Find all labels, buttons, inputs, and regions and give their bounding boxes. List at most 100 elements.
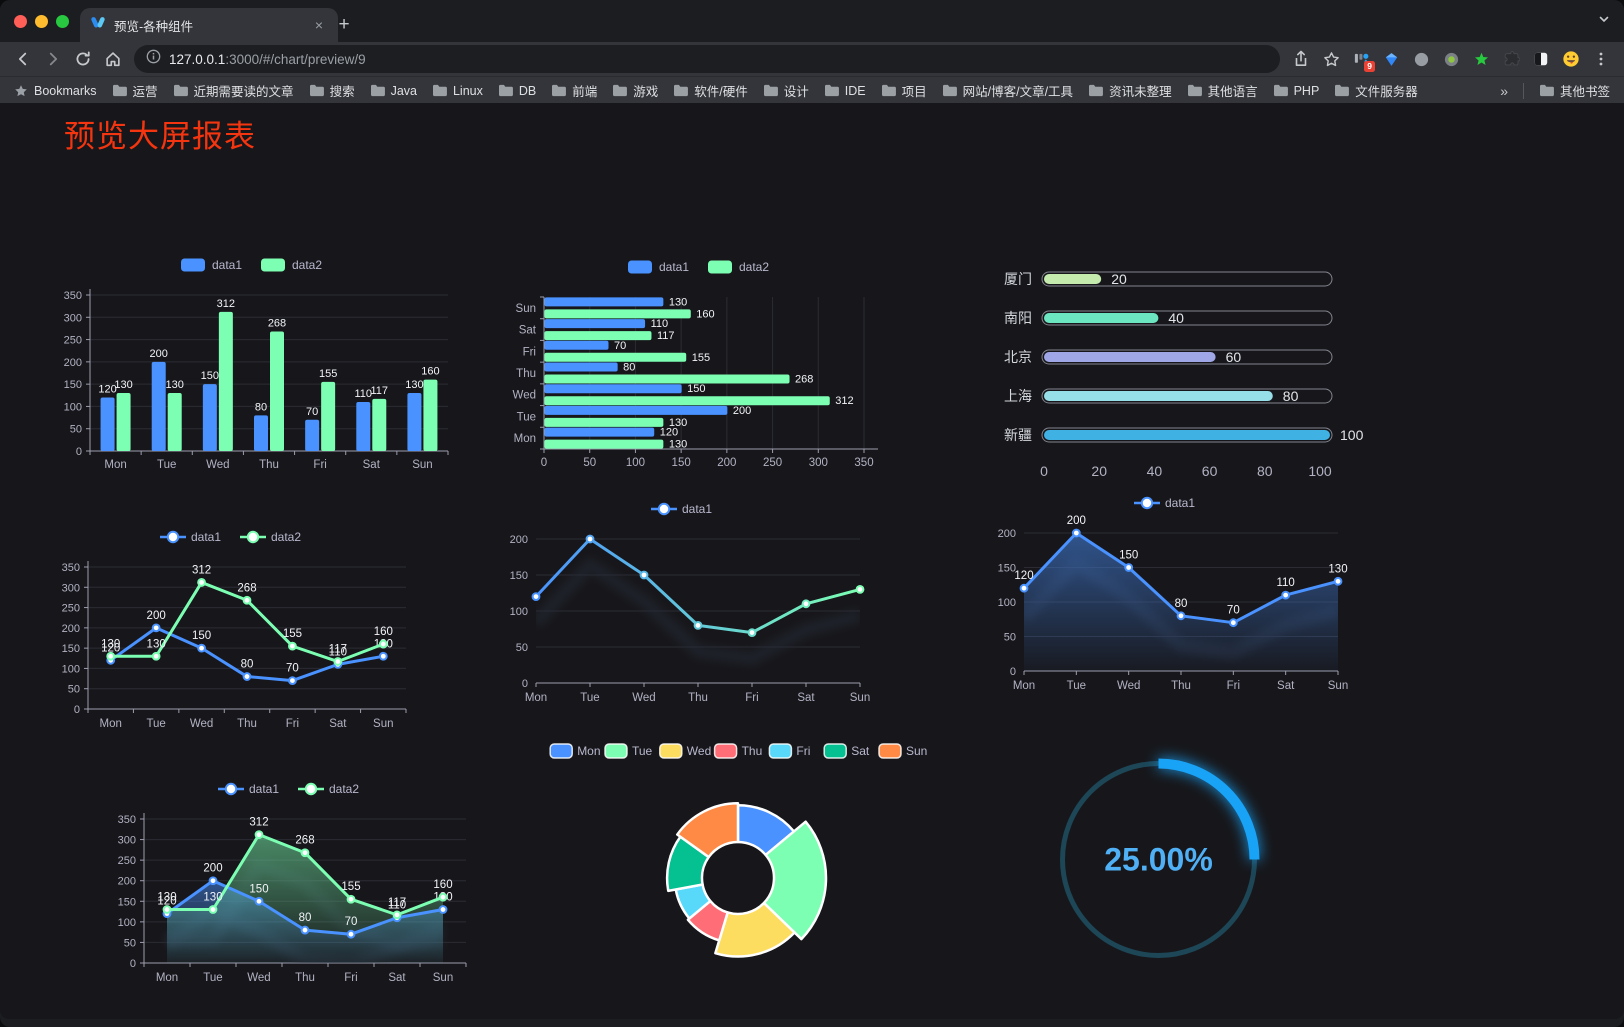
charts-area: 0 50 100 150 200 250 300 350 Mon Tue Wed Thu Fri Sat S… xyxy=(0,103,1624,1019)
window-controls[interactable] xyxy=(14,15,69,28)
extension-emoji-icon[interactable] xyxy=(1556,44,1586,74)
new-tab-button[interactable]: + xyxy=(338,14,350,35)
bookmark-folder-item[interactable]: 设计 xyxy=(763,81,809,100)
bookmark-folder-item[interactable]: 搜索 xyxy=(309,81,355,100)
svg-text:0: 0 xyxy=(1010,666,1016,678)
chart-donut-rose: Mon Tue Wed Thu Fri Sat Sun xyxy=(549,743,927,958)
svg-text:Fri: Fri xyxy=(1227,680,1240,692)
svg-text:300: 300 xyxy=(64,312,82,324)
site-info-icon[interactable] xyxy=(146,49,161,69)
svg-text:100: 100 xyxy=(998,597,1016,609)
svg-text:120: 120 xyxy=(98,384,116,396)
svg-text:Sat: Sat xyxy=(851,744,870,758)
svg-text:Tue: Tue xyxy=(517,411,536,423)
svg-text:80: 80 xyxy=(1175,598,1188,610)
svg-text:120: 120 xyxy=(157,896,176,908)
browser-menu-icon[interactable] xyxy=(1586,44,1616,74)
svg-text:155: 155 xyxy=(319,368,337,380)
svg-text:Mon: Mon xyxy=(577,744,600,758)
svg-text:150: 150 xyxy=(510,570,528,582)
svg-text:70: 70 xyxy=(286,663,299,675)
svg-text:268: 268 xyxy=(795,374,813,386)
bookmark-folder-item[interactable]: 软件/硬件 xyxy=(673,81,748,100)
svg-text:Sun: Sun xyxy=(373,718,393,730)
svg-text:130: 130 xyxy=(1328,563,1347,575)
bookmark-folder-item[interactable]: 运营 xyxy=(112,81,158,100)
svg-text:350: 350 xyxy=(64,290,82,302)
forward-icon[interactable] xyxy=(38,44,68,74)
svg-text:厦门: 厦门 xyxy=(1004,271,1032,287)
svg-text:130: 130 xyxy=(101,638,120,650)
minimize-window-button[interactable] xyxy=(35,15,48,28)
svg-text:Thu: Thu xyxy=(742,744,763,758)
url-path: :3000/#/chart/preview/9 xyxy=(225,51,366,67)
tab-close-icon[interactable]: × xyxy=(314,17,324,33)
bookmark-folder-item[interactable]: Java xyxy=(370,84,417,98)
bookmark-folder-item[interactable]: 网站/博客/文章/工具 xyxy=(942,81,1073,100)
other-bookmarks-folder[interactable]: 其他书签 xyxy=(1539,81,1610,100)
back-icon[interactable] xyxy=(8,44,38,74)
bookmark-folder-item[interactable]: 游戏 xyxy=(612,81,658,100)
svg-text:Thu: Thu xyxy=(1171,680,1191,692)
home-icon[interactable] xyxy=(98,44,128,74)
bookmark-folder-item[interactable]: 文件服务器 xyxy=(1334,81,1418,100)
svg-text:0: 0 xyxy=(1040,463,1048,479)
svg-text:200: 200 xyxy=(733,405,751,417)
svg-text:300: 300 xyxy=(809,457,828,469)
svg-text:130: 130 xyxy=(114,379,132,391)
extension-split-rect-icon[interactable] xyxy=(1526,44,1556,74)
maximize-window-button[interactable] xyxy=(56,15,69,28)
svg-text:Fri: Fri xyxy=(745,692,758,704)
extension-circle-green-icon[interactable] xyxy=(1436,44,1466,74)
svg-text:110: 110 xyxy=(329,646,347,658)
svg-text:150: 150 xyxy=(998,563,1016,575)
svg-text:data1: data1 xyxy=(249,782,279,796)
extensions-puzzle-icon[interactable] xyxy=(1496,44,1526,74)
extension-star-green-icon[interactable] xyxy=(1466,44,1496,74)
tab-search-chevron-icon[interactable] xyxy=(1598,13,1610,28)
reload-icon[interactable] xyxy=(68,44,98,74)
share-icon[interactable] xyxy=(1286,44,1316,74)
bookmark-folder-item[interactable]: 项目 xyxy=(881,81,927,100)
close-window-button[interactable] xyxy=(14,15,27,28)
bookmark-folder-item[interactable]: 其他语言 xyxy=(1187,81,1258,100)
svg-text:南阳: 南阳 xyxy=(1004,310,1032,326)
svg-text:300: 300 xyxy=(118,835,136,847)
tab-title: 预览-各种组件 xyxy=(114,19,194,34)
svg-text:117: 117 xyxy=(329,644,347,656)
svg-text:120: 120 xyxy=(101,642,120,654)
svg-text:312: 312 xyxy=(249,817,268,829)
svg-text:160: 160 xyxy=(374,626,393,638)
bookmark-folder-item[interactable]: DB xyxy=(498,84,536,98)
svg-text:Thu: Thu xyxy=(237,718,257,730)
svg-text:data1: data1 xyxy=(1165,496,1195,510)
url-text: 127.0.0.1:3000/#/chart/preview/9 xyxy=(169,52,366,67)
svg-text:160: 160 xyxy=(433,879,452,891)
browser-tab[interactable]: 预览-各种组件 × xyxy=(80,8,338,42)
svg-text:300: 300 xyxy=(62,582,80,594)
svg-text:130: 130 xyxy=(166,379,184,391)
bookmark-folder-item[interactable]: 资讯未整理 xyxy=(1088,81,1172,100)
svg-text:Mon: Mon xyxy=(104,459,126,471)
svg-text:80: 80 xyxy=(623,362,635,374)
bookmarks-overflow-chevron[interactable]: » xyxy=(1500,82,1508,99)
bookmarks-manager-item[interactable]: Bookmarks xyxy=(14,84,97,98)
bookmark-folder-item[interactable]: PHP xyxy=(1273,84,1319,98)
svg-text:Wed: Wed xyxy=(247,972,270,984)
svg-text:150: 150 xyxy=(249,883,268,895)
address-bar[interactable]: 127.0.0.1:3000/#/chart/preview/9 xyxy=(134,45,1280,73)
bookmark-folder-item[interactable]: 近期需要读的文章 xyxy=(173,81,294,100)
svg-text:100: 100 xyxy=(510,606,528,618)
bookmark-star-icon[interactable] xyxy=(1316,44,1346,74)
svg-text:268: 268 xyxy=(295,835,314,847)
extension-gem-icon[interactable] xyxy=(1376,44,1406,74)
svg-text:Sat: Sat xyxy=(797,692,815,704)
svg-text:Mon: Mon xyxy=(525,692,547,704)
extension-circle-dark-icon[interactable] xyxy=(1406,44,1436,74)
svg-text:200: 200 xyxy=(998,528,1016,540)
bookmark-folder-item[interactable]: Linux xyxy=(432,84,483,98)
extension-blocks-icon[interactable]: 9 xyxy=(1346,44,1376,74)
bookmark-folder-item[interactable]: IDE xyxy=(824,84,866,98)
svg-text:110: 110 xyxy=(651,318,669,330)
bookmark-folder-item[interactable]: 前端 xyxy=(551,81,597,100)
